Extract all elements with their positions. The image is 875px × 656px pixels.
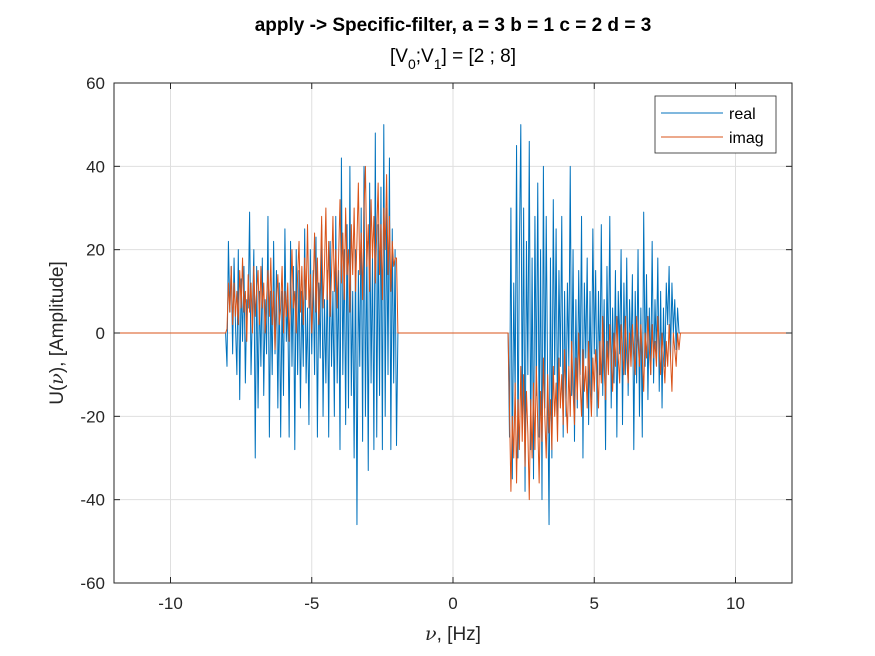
legend-label-imag: imag (729, 130, 764, 147)
legend: real imag (655, 96, 776, 153)
y-tick-label: 20 (86, 241, 105, 260)
subtitle-suffix: ] = [2 ; 8] (442, 46, 516, 67)
legend-label-real: real (729, 106, 756, 123)
y-axis-suffix: ), [Amplitude] (47, 261, 68, 373)
chart-title: apply -> Specific-filter, a = 3 b = 1 c … (255, 15, 652, 36)
y-axis-label: U(ν), [Amplitude] (46, 261, 68, 405)
subtitle-sub0: 0 (408, 56, 416, 72)
x-tick-label: 0 (448, 594, 457, 613)
y-tick-label: 0 (96, 324, 105, 343)
x-axis-symbol: ν (425, 623, 437, 645)
subtitle-mid: ;V (416, 46, 434, 67)
subtitle-prefix: [V (390, 46, 408, 67)
x-tick-label: 10 (726, 594, 745, 613)
y-tick-label: -60 (80, 574, 105, 593)
x-tick-label: -5 (304, 594, 319, 613)
x-axis-label: ν, [Hz] (425, 623, 481, 645)
x-axis-unit: , [Hz] (437, 624, 481, 645)
y-axis-symbol: ν (46, 373, 68, 385)
y-tick-label: 40 (86, 157, 105, 176)
y-axis-prefix: U( (47, 384, 68, 405)
subtitle-sub1: 1 (434, 56, 442, 72)
y-tick-label: -20 (80, 407, 105, 426)
x-tick-label: -10 (158, 594, 183, 613)
y-tick-label: 60 (86, 74, 105, 93)
y-tick-label: -40 (80, 491, 105, 510)
x-tick-label: 5 (590, 594, 599, 613)
